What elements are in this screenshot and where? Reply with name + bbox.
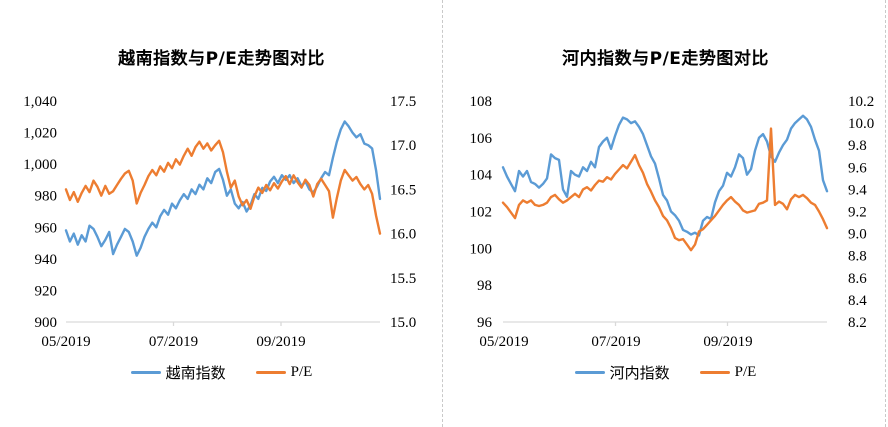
x-axis-tick-label: 09/2019 — [256, 334, 305, 350]
vietnam-plot-svg: 1,040 1,020 1,000 980 960 940 920 900 17.5 17.0 16… — [23, 94, 416, 350]
left-axis-tick-label: 102 — [470, 205, 493, 221]
chart-title-vietnam: 越南指数与P/E走势图对比 — [118, 49, 325, 69]
left-axis-tick-label: 98 — [477, 278, 492, 294]
chart-title-hanoi: 河内指数与P/E走势图对比 — [562, 49, 769, 69]
x-axis-tick-label: 05/2019 — [479, 334, 528, 350]
right-axis-tick-label: 9.4 — [848, 182, 867, 198]
legend-item: 河内指数 — [574, 362, 670, 383]
right-axis-tick-label: 9.2 — [848, 205, 867, 221]
left-axis-tick-label: 1,000 — [23, 157, 57, 173]
right-axis-tick-label: 9.8 — [848, 138, 867, 154]
series-line — [64, 120, 382, 257]
x-axis-tick-label: 07/2019 — [591, 334, 640, 350]
right-axis-tick-label: 8.6 — [848, 271, 867, 287]
right-axis-tick-label: 17.0 — [390, 138, 416, 154]
legend-line-swatch — [130, 371, 161, 374]
chart-panel-hanoi: 河内指数与P/E走势图对比 108 106 104 102 100 98 96 10.2 10.… — [444, 0, 887, 427]
series-line — [64, 139, 382, 235]
legend-vietnam: 越南指数 P/E — [0, 362, 443, 383]
right-axis-tick-label: 9.6 — [848, 160, 867, 176]
series-line — [501, 127, 829, 252]
right-axis-tick-label: 15.0 — [390, 315, 416, 331]
legend-item: 越南指数 — [130, 362, 226, 383]
chart-panel-vietnam: 越南指数与P/E走势图对比 1,040 1,020 1,000 980 960 940 92… — [0, 0, 443, 427]
right-axis-tick-label: 8.8 — [848, 249, 867, 265]
right-axis-tick-label: 16.5 — [390, 182, 416, 198]
left-axis-tick-label: 1,040 — [23, 94, 57, 110]
left-axis-tick-label: 106 — [470, 131, 493, 147]
left-axis-tick-label: 940 — [35, 252, 58, 268]
right-axis-tick-label: 10.0 — [848, 116, 874, 132]
x-axis-tick-label: 07/2019 — [149, 334, 198, 350]
right-axis-tick-label: 16.0 — [390, 227, 416, 243]
hanoi-plot-svg: 108 106 104 102 100 98 96 10.2 10.0 9.8 9.6 9.4 9.2 9… — [470, 94, 875, 350]
legend-item: P/E — [255, 364, 313, 381]
legend-item: P/E — [699, 364, 757, 381]
right-axis-tick-label: 10.2 — [848, 94, 874, 110]
right-axis-tick-label: 8.4 — [848, 293, 867, 309]
legend-label: 河内指数 — [609, 366, 670, 382]
panel-divider-line — [442, 0, 443, 427]
legend-label: P/E — [290, 364, 313, 380]
left-axis-tick-label: 108 — [470, 94, 493, 110]
left-axis-tick-label: 96 — [477, 315, 493, 331]
left-axis-tick-label: 100 — [470, 241, 493, 257]
right-axis-tick-label: 15.5 — [390, 271, 416, 287]
right-axis-tick-label: 17.5 — [390, 94, 416, 110]
left-axis-tick-label: 900 — [35, 315, 58, 331]
right-axis-tick-label: 9.0 — [848, 227, 867, 243]
right-axis-tick-label: 8.2 — [848, 315, 867, 331]
legend-line-swatch — [699, 371, 730, 374]
x-axis-tick-label: 05/2019 — [41, 334, 90, 350]
left-axis-tick-label: 1,020 — [23, 126, 57, 142]
right-edge-divider-line — [885, 0, 886, 427]
legend-line-swatch — [574, 371, 605, 374]
left-axis-tick-label: 920 — [35, 283, 58, 299]
legend-label: P/E — [734, 364, 757, 380]
legend-hanoi: 河内指数 P/E — [444, 362, 887, 383]
x-axis-tick-label: 09/2019 — [703, 334, 752, 350]
left-axis-tick-label: 960 — [35, 220, 58, 236]
left-axis-tick-label: 104 — [470, 168, 493, 184]
legend-label: 越南指数 — [165, 366, 226, 382]
left-axis-tick-label: 980 — [35, 189, 58, 205]
legend-line-swatch — [255, 371, 286, 374]
